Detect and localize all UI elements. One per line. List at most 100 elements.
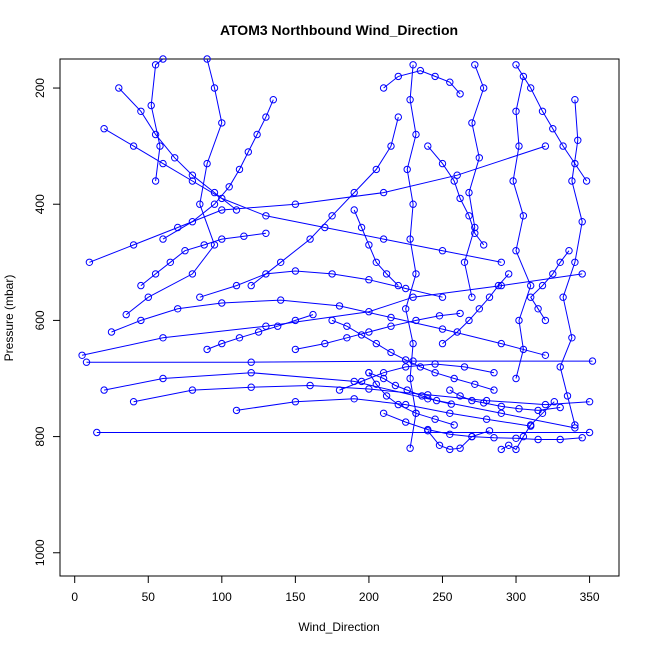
plot-area — [78, 55, 597, 454]
data-point — [93, 428, 101, 437]
series-line-12 — [339, 363, 495, 391]
chart-title: ATOM3 Northbound Wind_Direction — [220, 22, 458, 38]
data-point — [343, 322, 351, 330]
data-point — [559, 293, 567, 301]
series-line-5 — [104, 372, 575, 429]
data-point — [379, 369, 388, 377]
x-axis-label: Wind_Direction — [298, 620, 379, 634]
data-point — [456, 309, 464, 318]
data-point — [534, 305, 542, 313]
data-point — [156, 142, 164, 150]
data-point — [82, 358, 91, 366]
series-line-27 — [331, 319, 495, 391]
data-point — [465, 316, 473, 325]
data-point — [137, 281, 145, 290]
data-point — [541, 142, 550, 150]
data-point — [471, 229, 479, 238]
data-point — [159, 374, 167, 383]
data-point — [203, 55, 211, 63]
data-point — [509, 177, 517, 185]
data-point — [568, 334, 576, 342]
data-point — [431, 369, 439, 377]
data-point — [497, 339, 505, 348]
data-point — [188, 218, 197, 226]
data-point — [549, 270, 557, 278]
series-line-21 — [199, 270, 443, 298]
data-point — [446, 386, 454, 394]
data-point — [235, 165, 244, 174]
data-point — [203, 159, 211, 168]
data-point — [372, 258, 380, 266]
data-point — [372, 165, 380, 174]
data-point — [578, 218, 586, 226]
data-point — [328, 212, 336, 220]
data-point — [402, 356, 410, 364]
series-line-10 — [501, 401, 555, 451]
data-point — [578, 434, 586, 442]
data-point — [456, 90, 464, 98]
data-point — [435, 312, 444, 320]
data-point — [357, 331, 366, 339]
data-point — [115, 84, 123, 92]
data-point — [431, 415, 439, 423]
data-point — [365, 385, 373, 393]
data-point — [151, 270, 160, 278]
data-point — [122, 310, 130, 319]
data-point — [306, 235, 314, 243]
data-point — [505, 441, 513, 449]
y-tick-label: 200 — [33, 78, 47, 98]
data-point — [468, 432, 476, 441]
data-point — [247, 281, 255, 290]
data-point — [485, 293, 494, 301]
series-line-13 — [512, 76, 532, 379]
y-tick-label: 400 — [33, 194, 47, 214]
data-point — [159, 334, 167, 342]
data-point — [541, 316, 550, 325]
data-point — [171, 154, 179, 162]
data-point — [210, 188, 219, 197]
data-point — [431, 360, 439, 368]
data-point — [446, 445, 454, 454]
data-point — [438, 325, 447, 333]
data-point — [512, 107, 520, 116]
data-point — [446, 78, 454, 86]
data-point — [519, 212, 528, 220]
data-point — [291, 267, 300, 275]
data-point — [485, 427, 494, 435]
data-point — [568, 177, 576, 185]
data-point — [409, 339, 417, 348]
data-point — [465, 212, 473, 220]
data-point — [468, 119, 476, 127]
data-point — [482, 415, 491, 423]
x-tick-label: 0 — [71, 590, 78, 604]
data-point — [450, 421, 458, 429]
data-point — [402, 400, 410, 409]
series-line-6 — [125, 58, 223, 315]
data-point — [85, 258, 94, 266]
data-point — [412, 270, 420, 278]
data-point — [291, 345, 300, 354]
data-point — [306, 381, 314, 390]
data-point — [247, 369, 255, 377]
data-point — [475, 305, 483, 313]
series-line-11 — [368, 372, 455, 426]
data-point — [379, 409, 388, 417]
data-point — [571, 159, 579, 168]
data-point — [519, 345, 528, 354]
data-point — [210, 84, 219, 92]
data-point — [527, 293, 535, 301]
data-point — [343, 334, 351, 342]
data-point — [416, 66, 425, 75]
data-point — [382, 392, 391, 400]
data-point — [151, 177, 160, 185]
data-point — [387, 142, 395, 150]
series-line-30 — [353, 209, 399, 286]
y-axis: 200 400 600 800 1000 — [33, 78, 61, 566]
x-tick-label: 350 — [580, 590, 600, 604]
data-point — [490, 386, 498, 394]
series-line-2 — [86, 360, 593, 363]
x-tick-label: 50 — [142, 590, 156, 604]
data-point — [137, 316, 145, 325]
data-point — [432, 396, 441, 405]
data-point — [78, 351, 86, 359]
